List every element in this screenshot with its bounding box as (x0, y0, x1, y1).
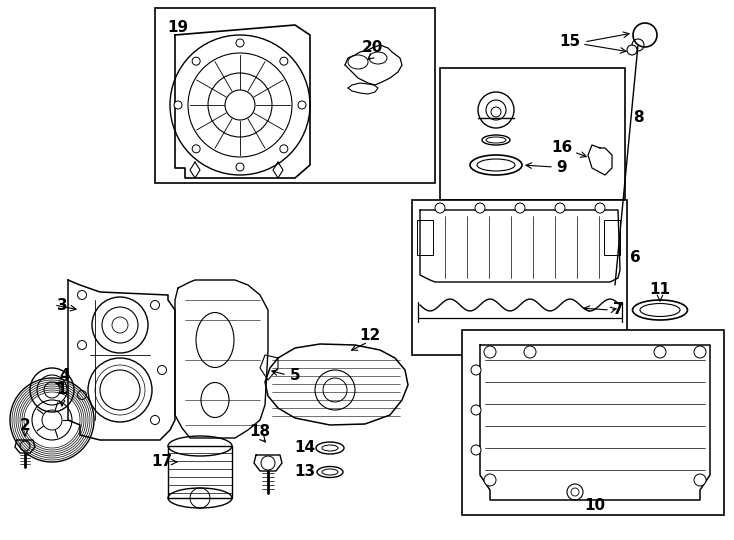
Circle shape (471, 405, 481, 415)
Circle shape (150, 300, 159, 309)
Circle shape (471, 365, 481, 375)
Text: 4: 4 (59, 368, 70, 382)
Bar (155, 8, 435, 183)
Text: 20: 20 (361, 40, 382, 56)
Circle shape (435, 203, 445, 213)
Text: 14: 14 (294, 441, 316, 456)
Text: 17: 17 (151, 455, 172, 469)
Bar (417, 220, 433, 255)
Circle shape (298, 101, 306, 109)
Text: 6: 6 (630, 251, 640, 266)
Circle shape (236, 163, 244, 171)
Bar (440, 68, 625, 200)
Text: 11: 11 (650, 282, 670, 298)
Text: 7: 7 (613, 302, 623, 318)
Bar (604, 220, 620, 255)
Circle shape (475, 203, 485, 213)
Circle shape (78, 341, 87, 349)
Bar (462, 330, 724, 515)
Text: 8: 8 (633, 111, 643, 125)
Text: 15: 15 (559, 35, 581, 50)
Circle shape (280, 145, 288, 153)
Circle shape (150, 415, 159, 424)
Text: 12: 12 (360, 327, 381, 342)
Circle shape (484, 474, 496, 486)
Circle shape (595, 203, 605, 213)
Text: 19: 19 (167, 21, 189, 36)
Circle shape (280, 57, 288, 65)
Circle shape (694, 474, 706, 486)
Text: 13: 13 (294, 464, 316, 480)
Circle shape (484, 346, 496, 358)
Text: 16: 16 (551, 140, 573, 156)
Circle shape (192, 145, 200, 153)
Text: 1: 1 (57, 382, 68, 397)
Circle shape (192, 57, 200, 65)
Circle shape (174, 101, 182, 109)
Circle shape (471, 445, 481, 455)
Text: 10: 10 (584, 497, 606, 512)
Text: 3: 3 (57, 298, 68, 313)
Text: 5: 5 (290, 368, 300, 382)
Circle shape (694, 346, 706, 358)
Circle shape (158, 366, 167, 375)
Text: 2: 2 (20, 417, 30, 433)
Text: 18: 18 (250, 424, 271, 440)
Circle shape (627, 45, 637, 55)
Circle shape (515, 203, 525, 213)
Circle shape (555, 203, 565, 213)
Circle shape (236, 39, 244, 47)
Circle shape (654, 346, 666, 358)
Bar (412, 200, 627, 355)
Circle shape (524, 346, 536, 358)
Circle shape (78, 291, 87, 300)
Text: 9: 9 (556, 160, 567, 176)
Circle shape (78, 390, 87, 400)
